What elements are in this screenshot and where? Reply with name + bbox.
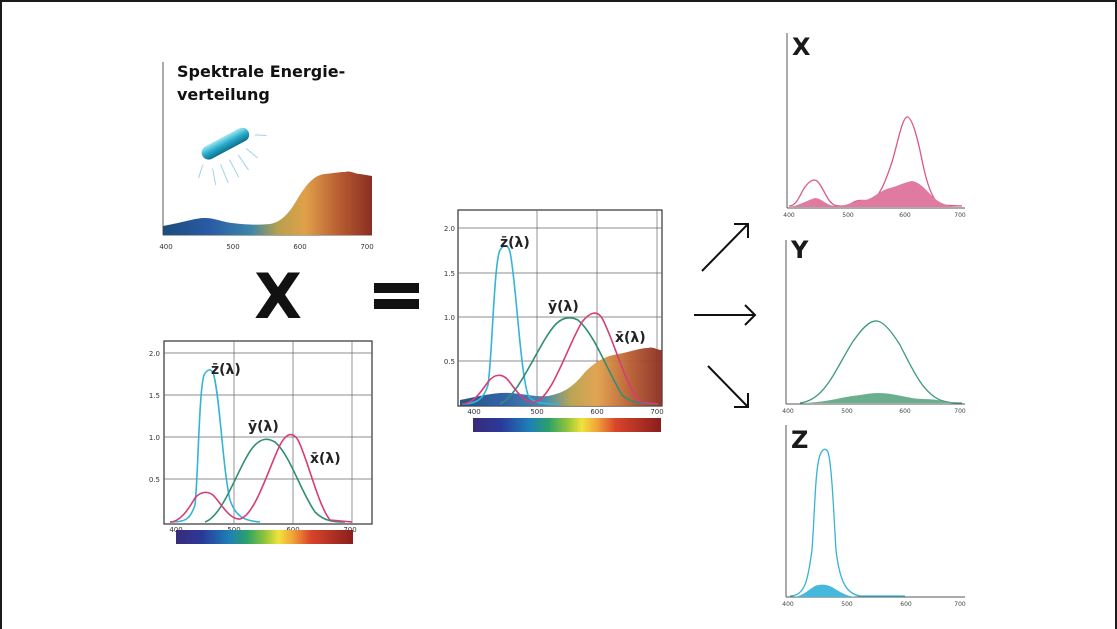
output-x-label: X — [792, 33, 811, 61]
output-z-chart: Z 400 500 600 700 — [782, 425, 966, 608]
multiply-sign: X — [254, 260, 302, 333]
product-chart: 2.0 1.5 1.0 0.5 400 500 600 700 z̄(λ) ȳ(… — [444, 209, 664, 432]
x-tick-500: 500 — [530, 408, 543, 416]
arrows — [694, 223, 757, 408]
spectral-fill-overlay — [460, 347, 662, 406]
z-curve — [169, 369, 261, 523]
x-tick-600: 600 — [900, 601, 912, 608]
spectrum-bar — [473, 418, 661, 432]
y-tick-1.5: 1.5 — [444, 270, 455, 278]
output-y-label: Y — [790, 236, 809, 264]
x-tick-700: 700 — [954, 408, 966, 415]
output-z-label: Z — [791, 426, 808, 454]
x-tick-600: 600 — [590, 408, 603, 416]
y-tick-2.0: 2.0 — [444, 225, 455, 233]
x-tick-500: 500 — [842, 212, 854, 219]
equals-sign — [374, 283, 419, 309]
x-tick-700: 700 — [954, 212, 966, 219]
arrow-right-icon — [694, 304, 757, 326]
color-matching-chart: 2.0 1.5 1.0 0.5 400 500 600 700 z̄(λ) ȳ(… — [149, 340, 373, 544]
x-tick-500: 500 — [841, 408, 853, 415]
title-line-2: verteilung — [177, 85, 270, 104]
x-tick-400: 400 — [782, 601, 794, 608]
light-tube-icon — [198, 127, 267, 186]
x-curve-label: x̄(λ) — [310, 451, 341, 467]
title-line-1: Spektrale Energie- — [177, 62, 345, 81]
y-curve-label: ȳ(λ) — [248, 419, 279, 435]
x-tick-500: 500 — [841, 601, 853, 608]
x-tick-700: 700 — [360, 243, 373, 251]
y-curve — [499, 316, 659, 405]
x-tick-600: 600 — [899, 212, 911, 219]
x-tick-400: 400 — [782, 408, 794, 415]
x-output-curve — [788, 116, 963, 207]
x-curve — [169, 433, 353, 523]
z-output-fill — [792, 584, 856, 597]
x-tick-700: 700 — [650, 408, 663, 416]
y-tick-0.5: 0.5 — [149, 476, 160, 484]
x-output-fill — [789, 181, 962, 207]
y-tick-2.0: 2.0 — [149, 350, 160, 358]
x-curve-label: x̄(λ) — [615, 330, 646, 346]
spectrum-bar — [176, 530, 353, 544]
x-curve — [461, 312, 659, 405]
y-tick-1.0: 1.0 — [149, 434, 160, 442]
y-output-curve — [799, 320, 963, 404]
z-output-curve — [789, 448, 905, 597]
y-tick-1.0: 1.0 — [444, 314, 455, 322]
spectral-distribution-chart: 400 500 600 700 Spektrale Energie- verte… — [159, 62, 374, 251]
output-x-chart: X 400 500 600 700 — [783, 33, 966, 219]
y-curve — [204, 438, 346, 523]
x-tick-500: 500 — [226, 243, 239, 251]
output-y-chart: Y 400 500 600 700 — [782, 236, 966, 415]
x-tick-400: 400 — [159, 243, 172, 251]
y-curve-label: ȳ(λ) — [548, 299, 579, 315]
z-curve-label: z̄(λ) — [500, 235, 530, 251]
x-tick-600: 600 — [899, 408, 911, 415]
z-curve-label: z̄(λ) — [211, 362, 241, 378]
y-tick-1.5: 1.5 — [149, 392, 160, 400]
x-tick-400: 400 — [783, 212, 795, 219]
y-tick-0.5: 0.5 — [444, 358, 455, 366]
spectral-curve-fill — [163, 171, 372, 235]
x-tick-400: 400 — [467, 408, 480, 416]
x-tick-600: 600 — [293, 243, 306, 251]
x-tick-700: 700 — [954, 601, 966, 608]
y-output-fill — [805, 393, 960, 403]
z-curve — [461, 244, 561, 405]
arrow-down-right-icon — [707, 365, 749, 408]
arrow-up-right-icon — [701, 223, 749, 272]
